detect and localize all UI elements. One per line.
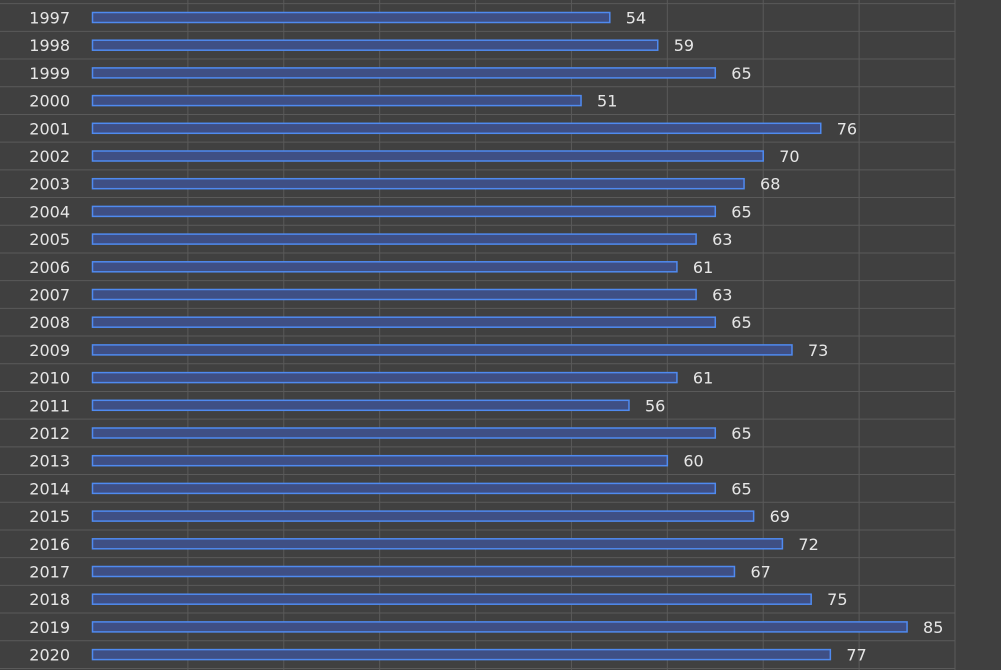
bar [91,94,582,107]
bar [91,288,697,301]
y-tick-label: 2004 [29,202,70,221]
bar [91,648,832,661]
y-tick-label: 2003 [29,175,70,194]
data-label: 72 [798,535,818,554]
bar [91,399,630,412]
y-tick-label: 2015 [29,507,70,526]
y-tick-label: 2000 [29,92,70,111]
data-label: 63 [712,286,732,305]
horizontal-gridlines [0,3,955,669]
y-tick-label: 2018 [29,590,70,609]
y-tick-label: 2006 [29,258,70,277]
data-label: 65 [731,479,751,498]
y-tick-label: 2012 [29,424,70,443]
bar [91,205,717,218]
data-label: 51 [597,92,617,111]
data-label: 61 [693,258,713,277]
y-tick-label: 2008 [29,313,70,332]
y-tick-label: 2020 [29,646,70,665]
bar [91,11,611,24]
bar [91,482,717,495]
y-tick-label: 2010 [29,369,70,388]
bar [91,316,717,328]
bar [91,565,736,578]
data-label: 65 [731,202,751,221]
bar [91,67,717,79]
data-label: 77 [846,646,866,665]
data-labels: 54 59 65 51 76 70 68 65 63 61 63 65 73 61 56 65 60 65 69 72… [597,9,943,665]
data-label: 59 [674,36,694,55]
bar [91,122,822,135]
data-label: 54 [626,9,646,28]
y-tick-label: 2007 [29,286,70,305]
y-tick-label: 2002 [29,147,70,166]
vertical-gridlines [187,0,956,670]
data-label: 75 [827,590,847,609]
y-tick-label: 2001 [29,119,70,138]
bars [91,11,908,661]
y-tick-label: 2009 [29,341,70,360]
data-label: 69 [770,507,790,526]
data-label: 85 [923,618,943,637]
bar [91,177,745,190]
data-label: 67 [750,563,770,582]
y-tick-label: 1997 [29,9,70,28]
y-tick-label: 2011 [29,396,70,415]
y-tick-label: 2005 [29,230,70,249]
data-label: 61 [693,369,713,388]
y-tick-label: 1998 [29,36,70,55]
y-tick-label: 1999 [29,64,70,83]
data-label: 70 [779,147,799,166]
y-tick-label: 2016 [29,535,70,554]
data-label: 56 [645,396,665,415]
bar [91,344,793,356]
bar [91,427,717,439]
bar [91,371,678,384]
data-label: 65 [731,313,751,332]
data-label: 63 [712,230,732,249]
data-label: 76 [837,119,857,138]
bar [91,39,659,51]
data-label: 68 [760,175,780,194]
bar [91,261,678,273]
bar [91,233,697,245]
bar [91,538,784,550]
bar [91,593,812,605]
y-tick-label: 2013 [29,452,70,471]
data-label: 65 [731,64,751,83]
y-tick-label: 2014 [29,479,70,498]
data-label: 60 [683,452,703,471]
data-label: 65 [731,424,751,443]
data-label: 73 [808,341,828,360]
bar [91,454,669,467]
y-tick-labels: 1997 1998 1999 2000 2001 2002 2003 2004 2005 2006… [29,9,70,665]
y-tick-label: 2019 [29,618,70,637]
bar [91,510,755,522]
y-tick-label: 2017 [29,563,70,582]
bar [91,150,764,162]
bar [91,621,908,633]
